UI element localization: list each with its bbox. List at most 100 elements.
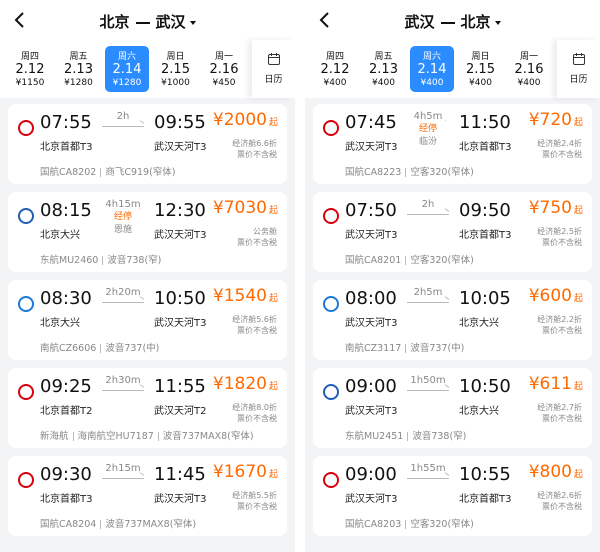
- price: ¥720: [528, 110, 572, 130]
- date-cell[interactable]: 周六 2.14 ¥1280: [105, 46, 149, 92]
- flight-card[interactable]: 09:00 武汉天河T3 1h50m 10:50 北京大兴 ¥611 起经济舱2.7折 票价不…: [313, 368, 592, 448]
- carrier: 波音738(窄): [107, 255, 162, 266]
- carrier: 波音738(窄): [412, 431, 467, 442]
- flight-card[interactable]: 07:50 武汉天河T3 2h 09:50 北京首都T3 ¥750 起经济舱2.5折 票价不含…: [313, 192, 592, 272]
- airline-logo: [323, 384, 339, 400]
- route[interactable]: 北京 武汉: [0, 11, 295, 32]
- tax: 票价不含税: [237, 502, 277, 511]
- flight-card[interactable]: 08:00 武汉天河T3 2h5m 10:05 北京大兴 ¥600 起经济舱2.2折 票价不含…: [313, 280, 592, 360]
- date-cell[interactable]: 周五 2.13 ¥400: [362, 46, 406, 92]
- arr-time: 10:50: [154, 288, 206, 309]
- date-price: ¥1000: [161, 78, 190, 88]
- calendar-button[interactable]: 日历: [252, 40, 295, 98]
- price-suffix: 起: [573, 118, 583, 128]
- fare: 经济舱2.2折: [537, 315, 582, 324]
- route-from: 北京: [99, 13, 130, 31]
- route-to: 武汉: [155, 13, 186, 31]
- tax: 票价不含税: [237, 238, 277, 247]
- arr-time: 11:45: [154, 464, 206, 485]
- date-cell[interactable]: 周四 2.12 ¥1150: [8, 46, 52, 92]
- duration: 2h20m: [105, 287, 141, 298]
- flight-card[interactable]: 09:30 北京首都T3 2h15m 11:45 武汉天河T3 ¥1670 起经济舱5.5折…: [8, 456, 287, 536]
- fare: 经济舱2.4折: [537, 139, 582, 148]
- carrier-info: 东航MU2460 波音738(窄): [40, 252, 161, 266]
- weekday: 周四: [20, 52, 39, 62]
- carrier: 空客320(窄体): [410, 519, 474, 530]
- arr-time: 10:50: [459, 376, 511, 397]
- weekday: 周日: [166, 52, 185, 62]
- arr-time: 11:50: [459, 112, 511, 133]
- carrier: 国航CA8204: [40, 519, 97, 530]
- dep-time: 09:25: [40, 376, 92, 397]
- carrier: 南航CZ6606: [40, 343, 97, 354]
- flight-card[interactable]: 08:15 北京大兴 4h15m 经停 恩施 12:30 武汉天河T3 ¥7030 起公务舱 票价…: [8, 192, 287, 272]
- airline-logo: [323, 472, 339, 488]
- carrier-info: 南航CZ3117 波音737(中): [345, 340, 464, 354]
- airline-logo: [323, 208, 339, 224]
- flight-card[interactable]: 07:55 北京首都T3 2h 09:55 武汉天河T3 ¥2000 起经济舱6.6折 票价不…: [8, 104, 287, 184]
- duration-line: [407, 390, 449, 391]
- date-cell[interactable]: 周四 2.12 ¥400: [313, 46, 357, 92]
- date-price: ¥1280: [64, 78, 93, 88]
- price-suffix: 起: [573, 470, 583, 480]
- date-cell[interactable]: 周一 2.16 ¥400: [507, 46, 551, 92]
- calendar-button[interactable]: 日历: [557, 40, 600, 98]
- duration: 1h55m: [410, 463, 446, 474]
- arr-airport: 武汉天河T3: [154, 142, 207, 153]
- calendar-icon: [572, 53, 585, 65]
- date-cell[interactable]: 周一 2.16 ¥450: [202, 46, 246, 92]
- arr-time: 09:55: [154, 112, 206, 133]
- price-suffix: 起: [573, 382, 583, 392]
- date-price: ¥450: [212, 78, 236, 88]
- separator: [100, 344, 102, 353]
- carrier-info: 国航CA8201 空客320(窄体): [345, 252, 474, 266]
- back-button[interactable]: [10, 10, 30, 30]
- weekday: 周五: [374, 52, 393, 62]
- duration: 2h15m: [105, 463, 141, 474]
- route[interactable]: 武汉 北京: [305, 11, 600, 32]
- price-suffix: 起: [268, 294, 278, 304]
- back-button[interactable]: [315, 10, 335, 30]
- price: ¥611: [528, 374, 572, 394]
- stop-city: 临汾: [418, 137, 437, 147]
- carrier: 国航CA8223: [345, 167, 402, 178]
- dep-time: 09:00: [345, 464, 397, 485]
- route-from: 武汉: [404, 13, 435, 31]
- tax: 票价不含税: [542, 150, 582, 159]
- date-price: ¥1280: [112, 78, 142, 88]
- price: ¥750: [528, 198, 572, 218]
- date: 2.14: [112, 62, 142, 77]
- date-cell[interactable]: 周六 2.14 ¥400: [410, 46, 454, 92]
- header: 武汉 北京: [305, 0, 600, 40]
- separator: [405, 520, 407, 529]
- date-cell[interactable]: 周日 2.15 ¥400: [459, 46, 503, 92]
- price: ¥800: [528, 462, 572, 482]
- fare: 经济舱5.6折: [232, 315, 277, 324]
- separator: [405, 344, 407, 353]
- route-arrow: [440, 21, 455, 24]
- dep-airport: 武汉天河T3: [345, 142, 398, 153]
- tax: 票价不含税: [542, 414, 582, 423]
- date-bar: 周四 2.12 ¥400 周五 2.13 ¥400 周六 2.14 ¥400 周日 2.15 ¥400…: [305, 40, 600, 98]
- weekday: 周一: [214, 52, 233, 62]
- dep-time: 07:55: [40, 112, 92, 133]
- tax: 票价不含税: [237, 326, 277, 335]
- flight-card[interactable]: 09:25 北京首都T2 2h30m 11:55 武汉天河T2 ¥1820 起经济舱8.0折…: [8, 368, 287, 448]
- date-cell[interactable]: 周日 2.15 ¥1000: [154, 46, 198, 92]
- carrier-info: 国航CA8204 波音737MAX8(窄体): [40, 516, 196, 530]
- dep-time: 07:50: [345, 200, 397, 221]
- back-icon: [319, 12, 329, 28]
- flight-card[interactable]: 08:30 北京大兴 2h20m 10:50 武汉天河T3 ¥1540 起经济舱5.6折 票价…: [8, 280, 287, 360]
- flight-card[interactable]: 07:45 武汉天河T3 4h5m 经停 临汾 11:50 北京首都T3 ¥720 起经济舱2.…: [313, 104, 592, 184]
- date: 2.16: [209, 62, 239, 77]
- dep-time: 09:00: [345, 376, 397, 397]
- date-cell[interactable]: 周五 2.13 ¥1280: [57, 46, 101, 92]
- weekday: 周一: [519, 52, 538, 62]
- flight-card[interactable]: 09:00 武汉天河T3 1h55m 10:55 北京首都T3 ¥800 起经济舱2.6折票…: [313, 456, 592, 536]
- price: ¥1540: [212, 286, 267, 306]
- price: ¥7030: [212, 198, 267, 218]
- date: 2.13: [369, 62, 398, 77]
- fare: 经济舱2.7折: [537, 403, 582, 412]
- arr-airport: 北京首都T3: [459, 230, 512, 241]
- dep-airport: 北京大兴: [40, 318, 80, 329]
